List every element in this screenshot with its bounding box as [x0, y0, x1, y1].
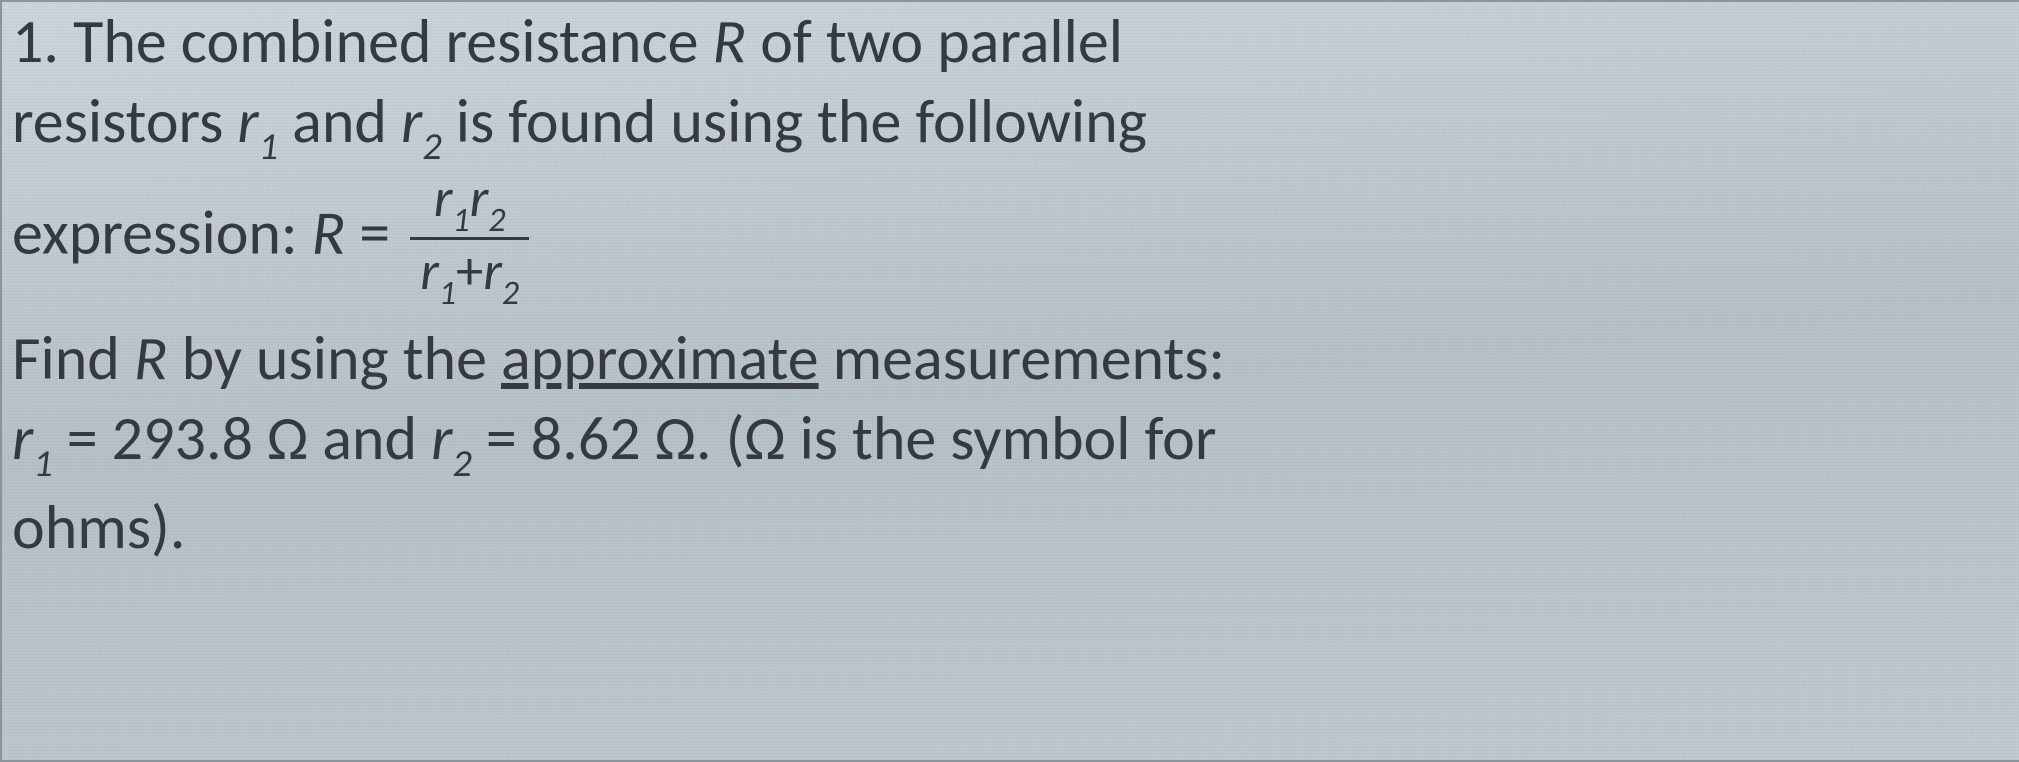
text: and: [278, 83, 401, 159]
text: and: [308, 400, 431, 476]
text: is found using the following: [442, 83, 1147, 159]
line-3: expression: R = r1r2 r1+r2: [12, 169, 1999, 309]
underlined-word: approximate: [501, 320, 819, 396]
value-r1: 293.8 Ω: [112, 400, 309, 476]
text: by using the: [168, 320, 501, 396]
text: resistors: [12, 83, 237, 159]
variable-R: R: [134, 320, 168, 396]
variable-r1: r1: [237, 83, 278, 159]
fraction-denominator: r1+r2: [410, 240, 529, 308]
line-4: Find R by using the approximate measurem…: [12, 321, 1999, 395]
variable-R: R: [713, 3, 747, 79]
variable-r2: r2: [401, 83, 442, 159]
equals: =: [53, 400, 112, 476]
line-1: 1. The combined resistance R of two para…: [12, 4, 1999, 78]
line-6: ohms).: [12, 490, 1999, 564]
text: ohms).: [12, 489, 186, 565]
line-5: r1 = 293.8 Ω and r2 = 8.62 Ω. (Ω is the …: [12, 401, 1999, 484]
variable-R: R: [312, 195, 346, 271]
equals: =: [345, 195, 404, 271]
fraction: r1r2 r1+r2: [410, 169, 529, 309]
problem-number: 1.: [12, 3, 59, 79]
text: of two parallel: [746, 3, 1123, 79]
text: expression:: [12, 195, 312, 271]
variable-r1: r1: [12, 400, 53, 476]
text: measurements:: [819, 320, 1226, 396]
line-2: resistors r1 and r2 is found using the f…: [12, 84, 1999, 167]
text: The combined resistance: [73, 3, 712, 79]
text: . (Ω is the symbol for: [696, 400, 1217, 476]
equals: =: [472, 400, 531, 476]
fraction-numerator: r1r2: [410, 169, 529, 240]
problem-text-block: 1. The combined resistance R of two para…: [0, 0, 2019, 762]
value-r2: 8.62 Ω: [531, 400, 696, 476]
text: Find: [12, 320, 134, 396]
variable-r2: r2: [431, 400, 472, 476]
